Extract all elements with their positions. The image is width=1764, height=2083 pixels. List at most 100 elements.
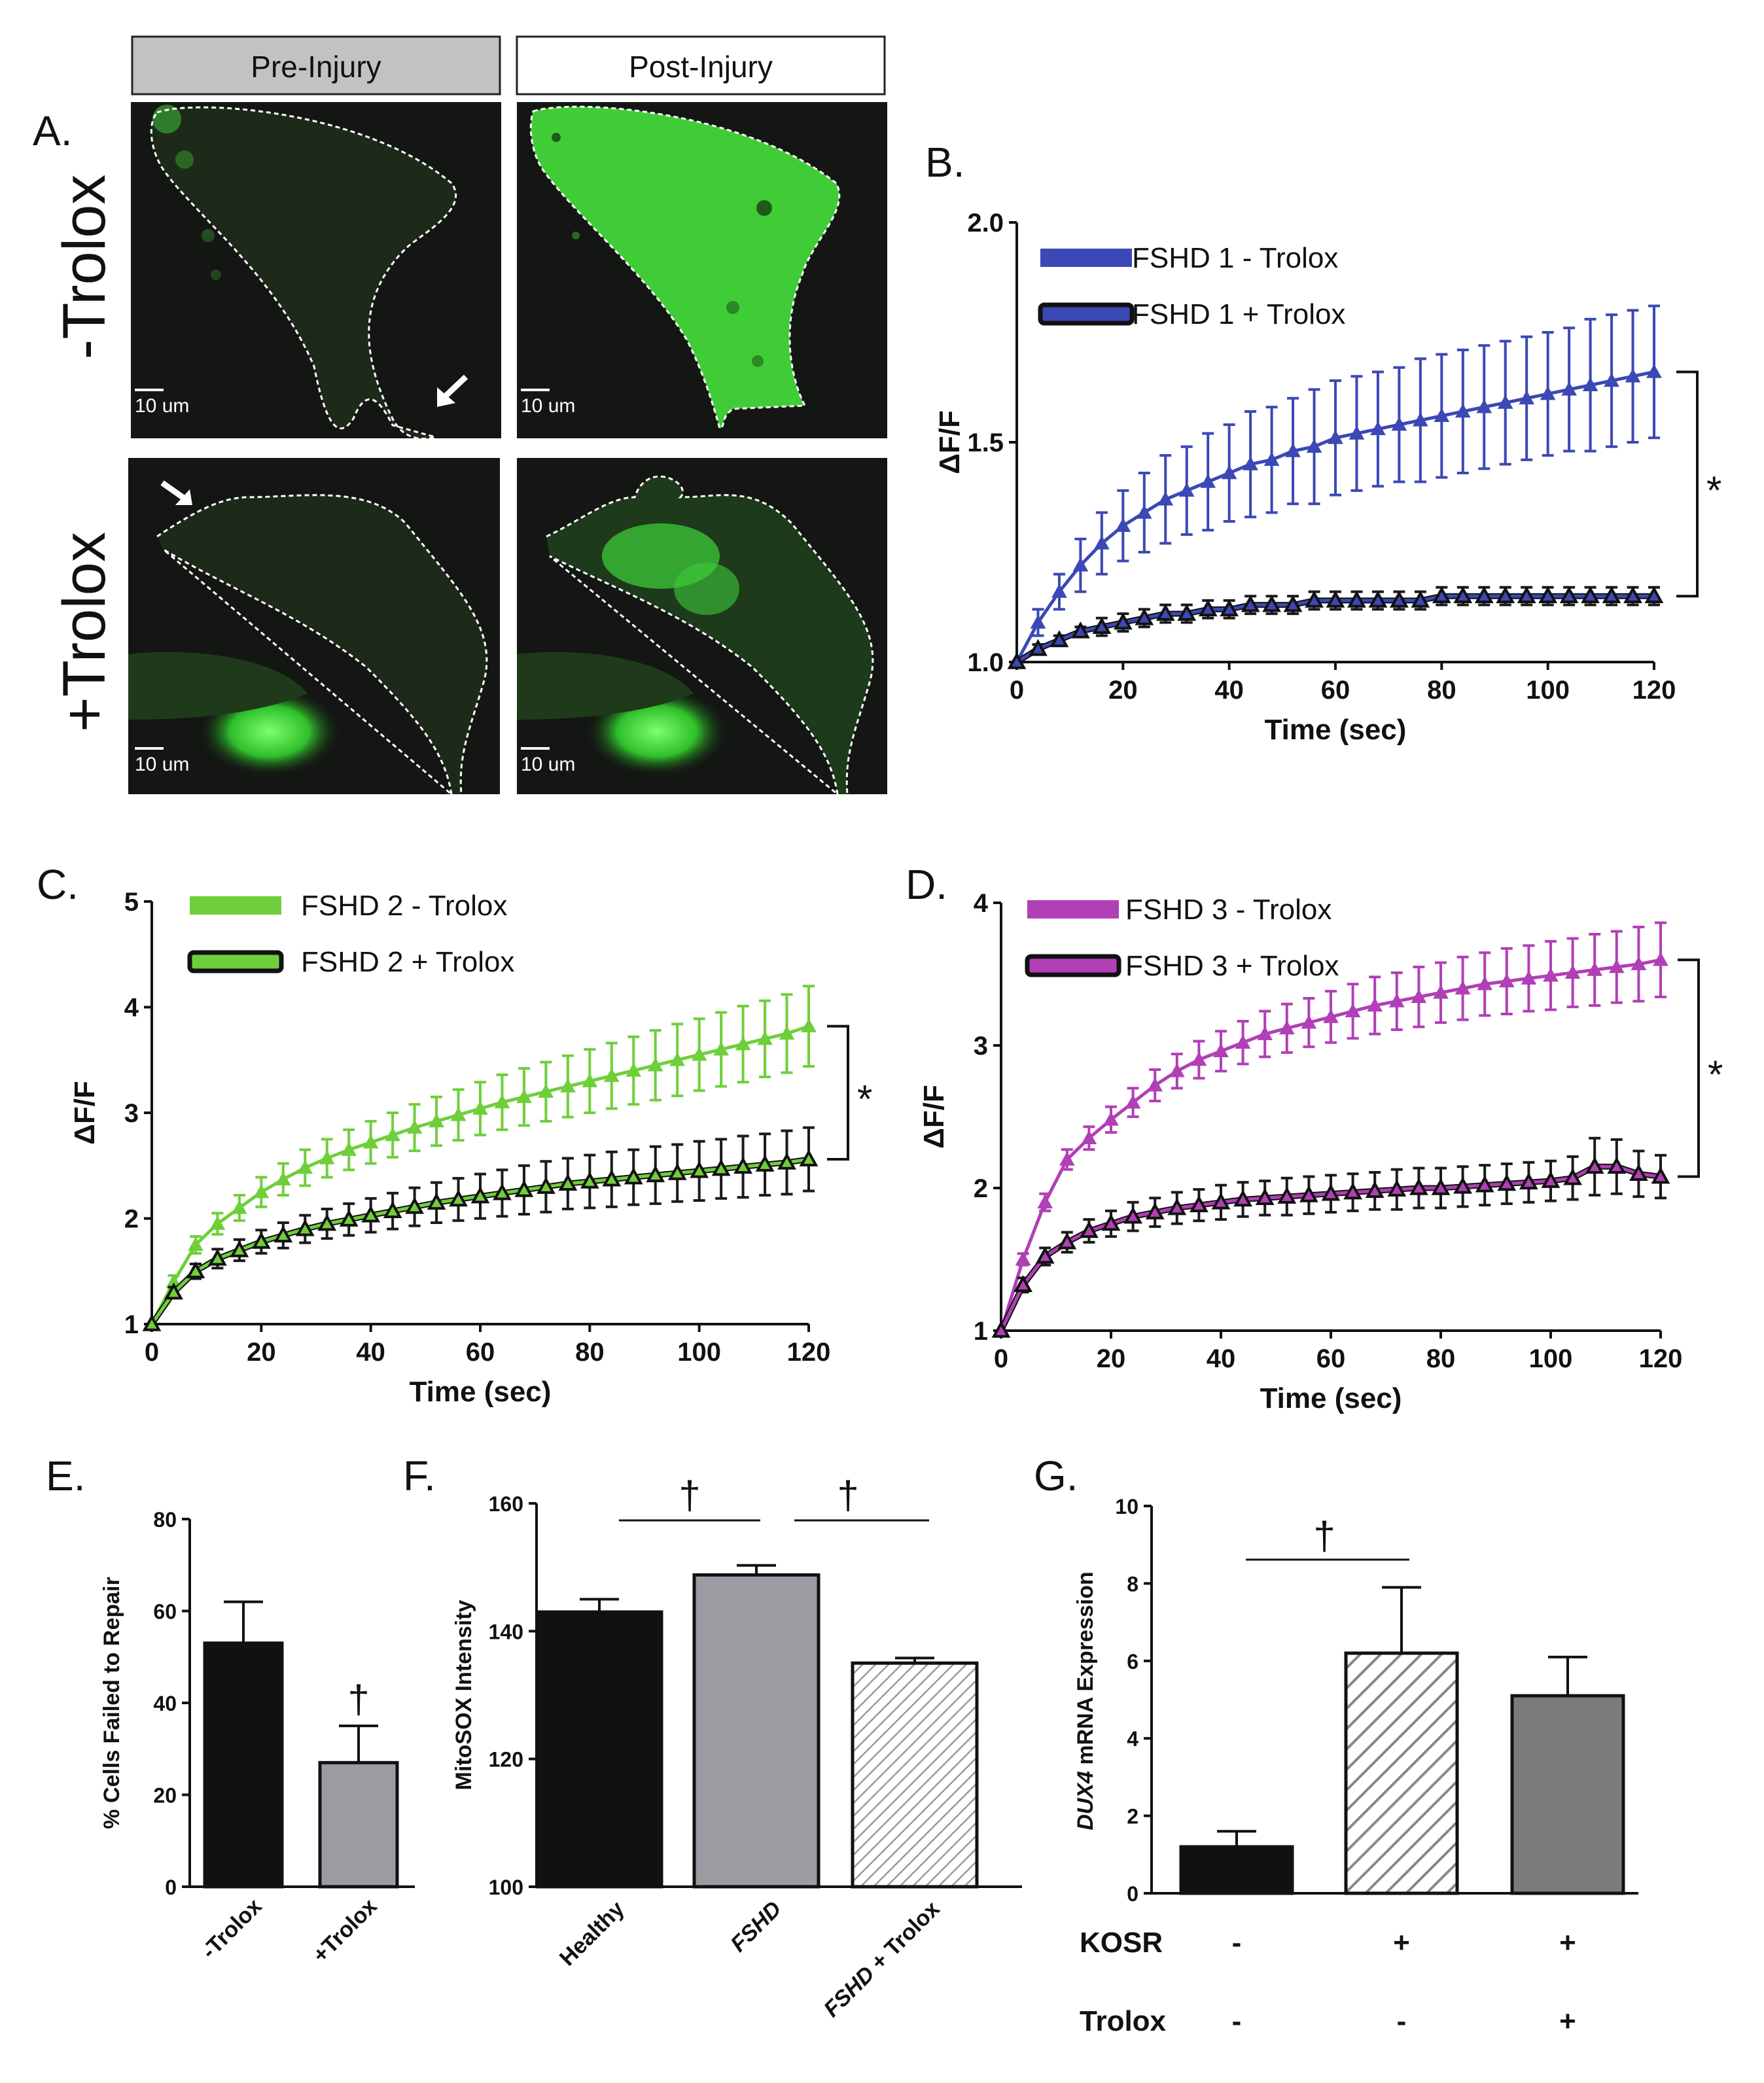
x-tick-label: 20 bbox=[1097, 1344, 1126, 1373]
y-tick-label: 2 bbox=[1127, 1805, 1138, 1829]
data-point bbox=[1200, 474, 1216, 488]
x-tick-label: 120 bbox=[1632, 676, 1676, 705]
y-tick-label: 0 bbox=[1127, 1882, 1138, 1906]
y-tick-label: 8 bbox=[1127, 1572, 1138, 1596]
factor-level: - bbox=[1397, 2005, 1407, 2037]
data-point bbox=[1519, 390, 1535, 405]
data-point bbox=[1651, 1166, 1670, 1184]
y-axis-title: ΔF/F bbox=[918, 1085, 950, 1149]
data-point bbox=[1496, 586, 1515, 603]
data-point bbox=[1653, 952, 1668, 966]
data-point bbox=[1221, 465, 1237, 480]
data-point bbox=[1347, 590, 1366, 608]
data-point bbox=[667, 1163, 687, 1180]
data-point bbox=[1123, 1206, 1142, 1224]
data-point bbox=[297, 1159, 313, 1174]
scale-bar-label: 10 um bbox=[135, 395, 189, 417]
y-tick-label: 0 bbox=[165, 1876, 177, 1899]
data-point bbox=[1432, 586, 1451, 603]
data-point bbox=[230, 1240, 249, 1257]
data-point bbox=[1125, 1094, 1141, 1109]
data-point bbox=[1301, 1015, 1317, 1029]
data-point bbox=[690, 1161, 709, 1178]
data-point bbox=[1092, 617, 1112, 635]
y-tick-label: 60 bbox=[153, 1600, 177, 1624]
data-point bbox=[1455, 980, 1471, 995]
data-point bbox=[1538, 586, 1558, 603]
significance-marker: † bbox=[679, 1473, 700, 1517]
x-tick-label: 40 bbox=[1214, 676, 1244, 705]
data-point bbox=[1368, 590, 1388, 608]
x-tick-label: 40 bbox=[356, 1338, 385, 1367]
data-point bbox=[295, 1219, 315, 1236]
data-point bbox=[646, 1165, 665, 1183]
data-point bbox=[1263, 451, 1280, 466]
panel-a: A. Pre-Injury Post-Injury -Trolox +Trolo… bbox=[33, 35, 887, 797]
legend-label: FSHD 1 + Trolox bbox=[1132, 298, 1345, 330]
scale-bar-label: 10 um bbox=[521, 754, 575, 775]
data-point bbox=[1321, 1183, 1341, 1201]
x-tick-label: Healthy bbox=[555, 1897, 629, 1971]
data-point bbox=[1169, 1063, 1185, 1077]
x-tick-label: 120 bbox=[1639, 1344, 1683, 1373]
data-point bbox=[1559, 586, 1579, 603]
data-point bbox=[405, 1197, 424, 1214]
x-tick-label: FSHD + Trolox bbox=[819, 1897, 945, 2022]
data-point bbox=[188, 1236, 203, 1252]
chart-f: 100 120 140 160 MitoSOX Intensity Healthy FSHD… bbox=[451, 1473, 1022, 2022]
legend-swatch bbox=[187, 950, 284, 973]
x-tick-label: 60 bbox=[1316, 1344, 1346, 1373]
y-tick-label: 2.0 bbox=[967, 209, 1004, 237]
legend-swatch bbox=[190, 896, 281, 915]
bar bbox=[1344, 1651, 1459, 1895]
x-tick-label: 20 bbox=[1108, 676, 1138, 705]
significance-marker: * bbox=[1708, 1053, 1723, 1096]
data-point bbox=[779, 1025, 795, 1040]
significance-marker: † bbox=[837, 1473, 858, 1517]
data-point bbox=[1475, 1175, 1494, 1193]
x-tick-label: 60 bbox=[466, 1338, 495, 1367]
data-point bbox=[1434, 408, 1450, 422]
data-point bbox=[1453, 1176, 1472, 1194]
data-point bbox=[1157, 491, 1174, 506]
data-point bbox=[1279, 1020, 1295, 1035]
data-point bbox=[1035, 1246, 1055, 1264]
y-axis-title: DUX4 mRNA Expression bbox=[1073, 1571, 1098, 1830]
y-tick-label: 10 bbox=[1115, 1495, 1138, 1518]
arrow-icon bbox=[160, 480, 186, 501]
data-point bbox=[1411, 989, 1427, 1004]
significance-marker: * bbox=[1706, 468, 1721, 512]
data-point bbox=[1540, 386, 1556, 400]
data-point bbox=[647, 1057, 663, 1072]
data-point bbox=[1582, 377, 1598, 391]
data-point bbox=[1323, 1009, 1339, 1023]
y-tick-label: 140 bbox=[489, 1620, 523, 1643]
data-point bbox=[1543, 968, 1559, 982]
legend-label: FSHD 3 + Trolox bbox=[1125, 950, 1339, 982]
data-point bbox=[801, 1018, 817, 1032]
data-point bbox=[1453, 586, 1473, 603]
data-point bbox=[208, 1248, 227, 1266]
data-point bbox=[1387, 1180, 1407, 1197]
micrograph-post-plus: 10 um bbox=[517, 458, 887, 797]
data-point bbox=[1497, 1174, 1517, 1191]
data-point bbox=[449, 1189, 468, 1207]
scale-bar-label: 10 um bbox=[135, 754, 189, 775]
y-tick-label: 100 bbox=[489, 1876, 523, 1899]
bar bbox=[1510, 1694, 1625, 1895]
panel-label-b: B. bbox=[925, 139, 964, 186]
data-point bbox=[1519, 1172, 1538, 1190]
data-point bbox=[1541, 1170, 1561, 1188]
row-label-minus-trolox: -Trolox bbox=[51, 175, 118, 360]
header-post-injury-label: Post-Injury bbox=[629, 50, 773, 84]
data-point bbox=[1521, 970, 1537, 985]
legend-label: FSHD 2 + Trolox bbox=[301, 946, 514, 978]
data-point bbox=[339, 1209, 359, 1227]
data-point bbox=[232, 1200, 247, 1214]
data-point bbox=[1220, 599, 1239, 617]
data-point bbox=[1343, 1182, 1362, 1200]
data-point bbox=[1178, 482, 1195, 497]
data-point bbox=[1135, 608, 1154, 625]
data-point bbox=[1094, 535, 1110, 550]
data-point bbox=[1198, 599, 1218, 617]
